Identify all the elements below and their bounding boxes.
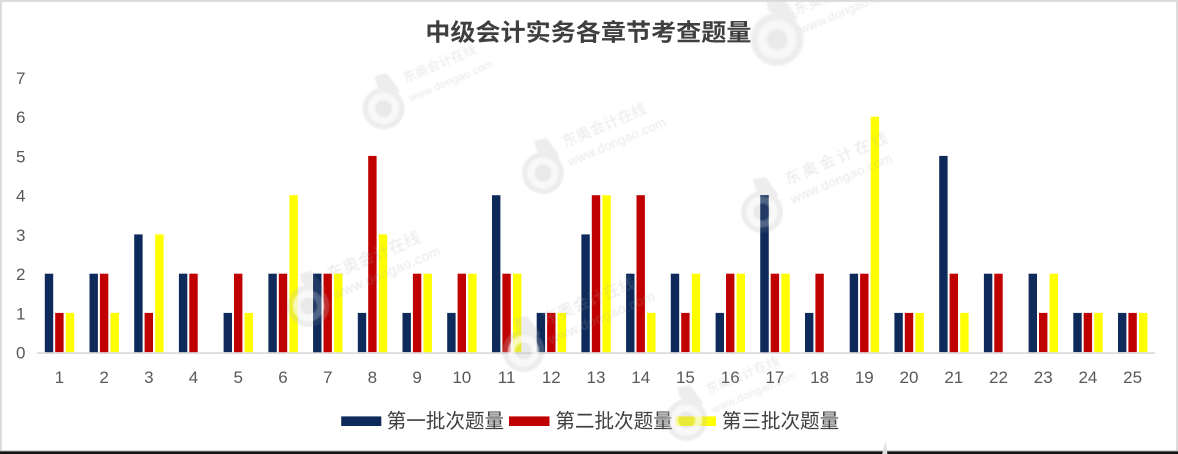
svg-text:15: 15 (676, 368, 695, 387)
svg-text:3: 3 (144, 368, 153, 387)
svg-text:21: 21 (944, 368, 963, 387)
svg-text:22: 22 (989, 368, 1008, 387)
svg-text:13: 13 (587, 368, 606, 387)
svg-text:19: 19 (855, 368, 874, 387)
svg-text:4: 4 (189, 368, 198, 387)
svg-text:20: 20 (900, 368, 919, 387)
svg-text:25: 25 (1123, 368, 1142, 387)
svg-text:12: 12 (542, 368, 561, 387)
svg-text:5: 5 (233, 368, 242, 387)
svg-text:3: 3 (16, 226, 25, 245)
svg-text:23: 23 (1034, 368, 1053, 387)
svg-text:24: 24 (1078, 368, 1097, 387)
svg-text:1: 1 (16, 304, 25, 323)
svg-text:18: 18 (810, 368, 829, 387)
svg-text:2: 2 (99, 368, 108, 387)
svg-text:0: 0 (16, 344, 25, 363)
svg-text:7: 7 (323, 368, 332, 387)
svg-text:1: 1 (55, 368, 64, 387)
svg-text:www.dongao.com: www.dongao.com (406, 58, 495, 105)
svg-text:11: 11 (498, 368, 516, 387)
svg-text:7: 7 (16, 69, 25, 88)
svg-text:6: 6 (278, 368, 287, 387)
svg-text:2: 2 (16, 265, 25, 284)
svg-text:10: 10 (452, 368, 471, 387)
svg-text:6: 6 (16, 108, 25, 127)
svg-text:9: 9 (412, 368, 421, 387)
svg-text:4: 4 (16, 187, 25, 206)
svg-text:14: 14 (631, 368, 650, 387)
svg-text:8: 8 (368, 368, 377, 387)
svg-text:17: 17 (765, 368, 784, 387)
svg-text:5: 5 (16, 147, 25, 166)
